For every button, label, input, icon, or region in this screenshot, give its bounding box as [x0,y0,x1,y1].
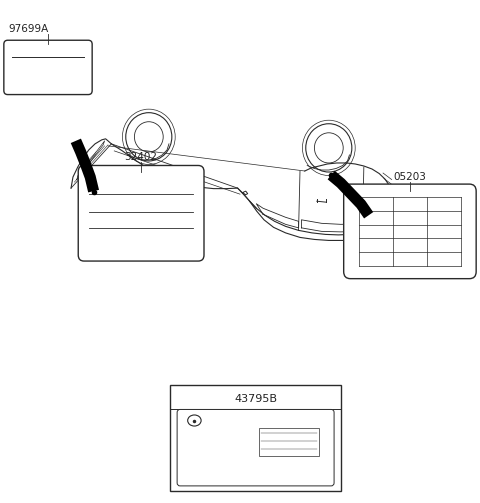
FancyBboxPatch shape [344,184,476,279]
FancyBboxPatch shape [177,409,334,486]
Text: 43795B: 43795B [234,394,277,404]
Bar [259,428,319,456]
FancyBboxPatch shape [4,40,92,95]
Text: 05203: 05203 [394,172,426,182]
Text: 32402: 32402 [125,152,157,162]
Text: 97699A: 97699A [9,24,49,34]
FancyBboxPatch shape [78,165,204,261]
Bar [170,385,341,491]
